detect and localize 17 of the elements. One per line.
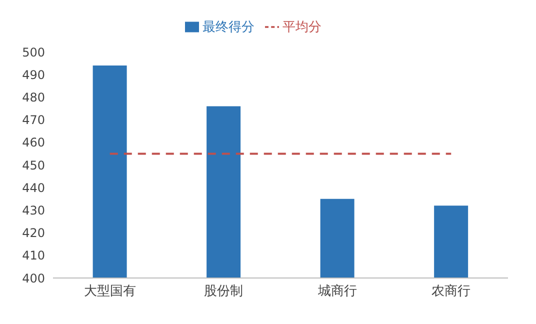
legend-label: 平均分: [282, 20, 322, 35]
x-tick-label: 股份制: [204, 284, 244, 300]
x-tick-label: 农商行: [432, 284, 471, 300]
x-tick-label: 城商行: [316, 284, 357, 300]
y-tick-label: 400: [22, 271, 45, 286]
y-tick-label: 420: [22, 226, 45, 240]
legend-label: 最终得分: [202, 20, 254, 35]
y-tick-label: 450: [22, 158, 45, 172]
y-tick-label: 470: [22, 113, 45, 128]
y-tick-label: 410: [22, 248, 45, 263]
y-tick-label: 500: [22, 45, 45, 60]
y-tick-label: 430: [22, 203, 45, 218]
y-tick-label: 440: [22, 180, 45, 195]
x-tick-label: 大型国有: [84, 284, 136, 300]
y-tick-label: 460: [22, 136, 45, 150]
y-tick-label: 480: [22, 90, 45, 104]
y-tick-label: 490: [22, 68, 45, 82]
